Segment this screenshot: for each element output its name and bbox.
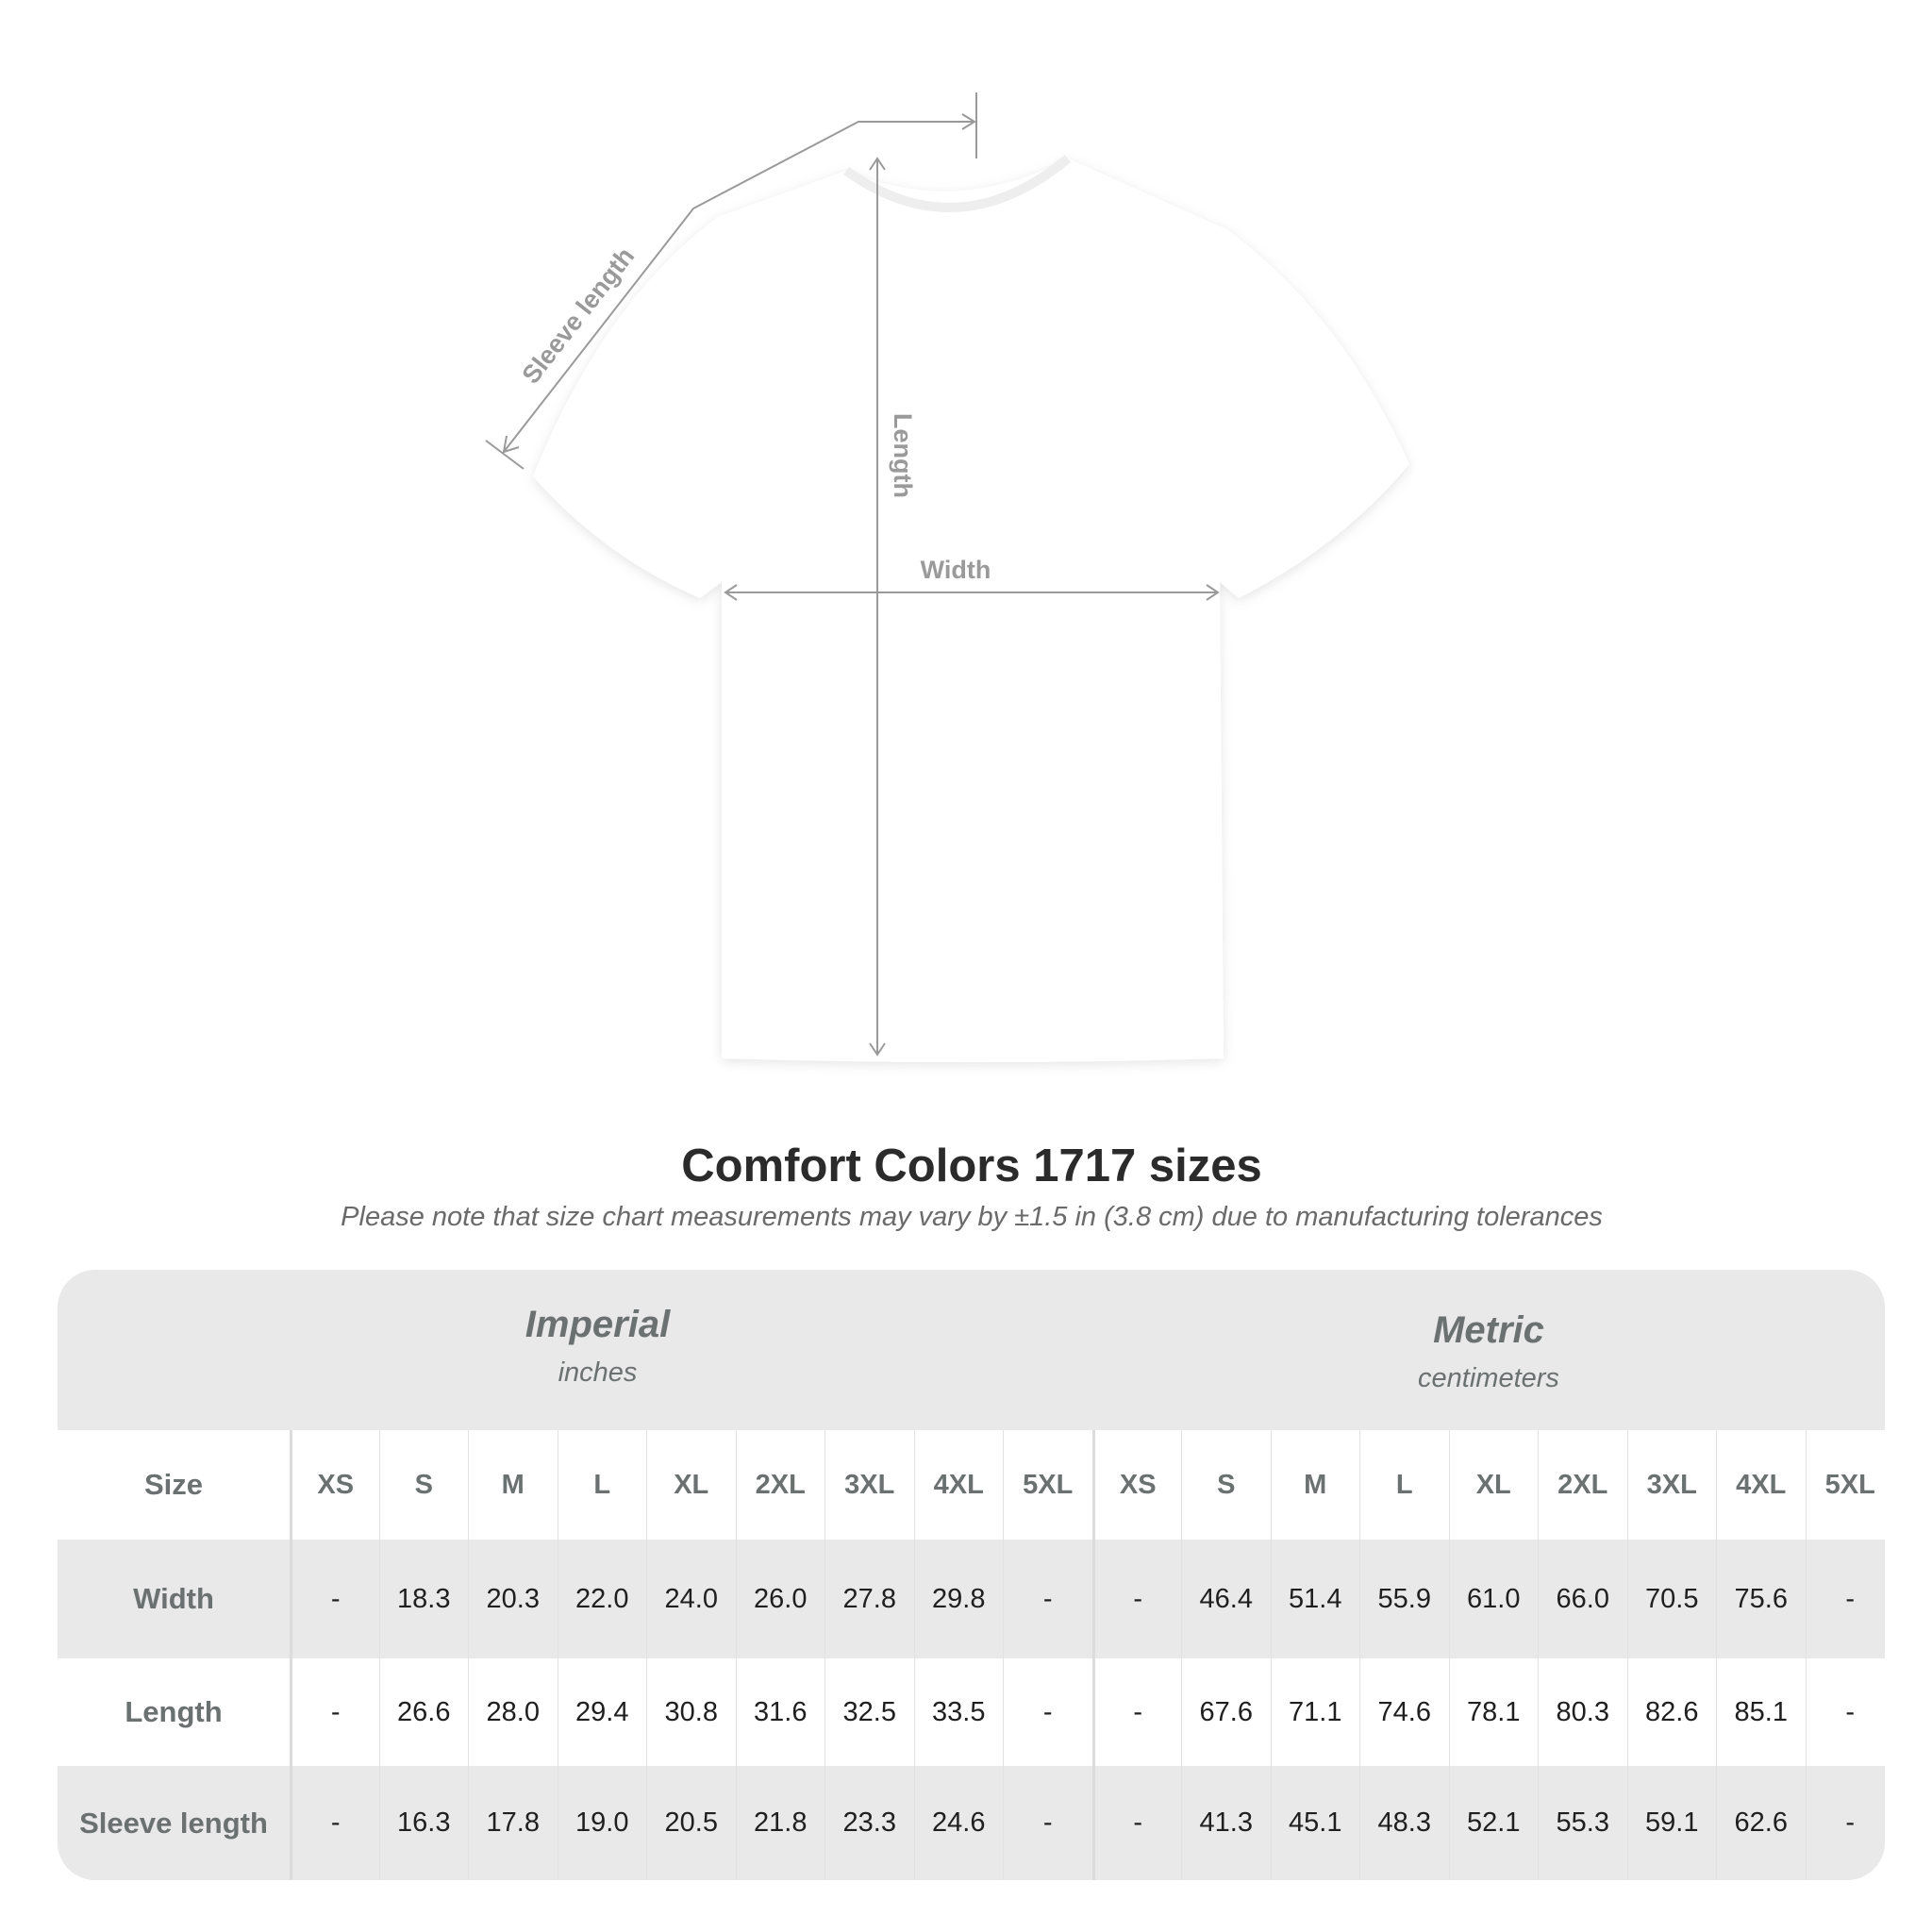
imperial-unit: inches	[558, 1357, 638, 1388]
size-column-header-metric: S	[1181, 1430, 1271, 1540]
row-label: Width	[133, 1582, 214, 1615]
sleeve-length-line	[503, 121, 974, 453]
value-cell-imperial: 28.0	[468, 1658, 558, 1766]
value-cell-metric: -	[1805, 1540, 1886, 1658]
tshirt-shape	[533, 158, 1409, 1062]
value-cell-metric: -	[1091, 1540, 1182, 1658]
metric-title: Metric	[1433, 1309, 1544, 1351]
value-cell-imperial: -	[290, 1766, 379, 1880]
value-cell-imperial: 29.8	[913, 1540, 1004, 1658]
value-cell-metric: 48.3	[1359, 1766, 1449, 1880]
table-row: Width -18.3 20.3 22.0 24.0 26.0 27.8 29.8- -46.4…	[58, 1540, 1885, 1658]
value-cell-imperial: 30.8	[646, 1658, 736, 1766]
table-row: Sleeve length -16.3 17.8 19.0 20.5 21.8 23.3 24…	[58, 1766, 1885, 1880]
collar	[843, 155, 1072, 212]
value-cell-imperial: -	[1003, 1540, 1092, 1658]
row-label: Sleeve length	[79, 1806, 268, 1840]
value-cell-imperial: -	[1003, 1658, 1092, 1766]
value-cell-metric: -	[1091, 1658, 1182, 1766]
value-cell-imperial: 26.6	[378, 1658, 469, 1766]
value-cell-metric: -	[1091, 1766, 1182, 1880]
value-cell-imperial: 26.0	[735, 1540, 825, 1658]
value-cell-imperial: 18.3	[378, 1540, 469, 1658]
size-column-header-imperial: 3XL	[824, 1430, 914, 1540]
value-cell-metric: 75.6	[1716, 1540, 1806, 1658]
value-cell-imperial: -	[1003, 1766, 1092, 1880]
value-cell-metric: 71.1	[1270, 1658, 1360, 1766]
value-cell-metric: 61.0	[1448, 1540, 1539, 1658]
size-table: Imperial inches Metric centimeters Size X…	[58, 1270, 1885, 1880]
value-cell-imperial: 17.8	[468, 1766, 558, 1880]
size-column-header-imperial: XL	[646, 1430, 736, 1540]
value-cell-metric: 82.6	[1626, 1658, 1717, 1766]
value-cell-imperial: 24.0	[646, 1540, 736, 1658]
size-column-header-metric: 3XL	[1626, 1430, 1717, 1540]
size-column-header-metric: M	[1270, 1430, 1360, 1540]
page-title: Comfort Colors 1717 sizes	[681, 1141, 1262, 1191]
value-cell-metric: 41.3	[1181, 1766, 1271, 1880]
value-cell-metric: -	[1805, 1766, 1886, 1880]
value-cell-metric: 80.3	[1538, 1658, 1627, 1766]
tolerance-note: Please note that size chart measurements…	[341, 1202, 1603, 1232]
imperial-group-header: Imperial inches	[58, 1304, 1138, 1389]
value-cell-imperial: 27.8	[824, 1540, 914, 1658]
size-column-header-metric: XL	[1448, 1430, 1539, 1540]
size-column-header-imperial: 4XL	[913, 1430, 1004, 1540]
value-cell-imperial: -	[290, 1658, 379, 1766]
value-cell-imperial: 20.3	[468, 1540, 558, 1658]
size-column-header-imperial: 2XL	[735, 1430, 825, 1540]
value-cell-metric: 55.3	[1538, 1766, 1627, 1880]
value-cell-imperial: 29.4	[557, 1658, 647, 1766]
size-column-header-imperial: S	[378, 1430, 469, 1540]
tshirt-diagram: Sleeve length Length Width	[485, 92, 1409, 1062]
size-column-header-metric: 2XL	[1538, 1430, 1627, 1540]
table-row: Length -26.6 28.0 29.4 30.8 31.6 32.5 33.5- -67.…	[58, 1658, 1885, 1766]
value-cell-metric: 62.6	[1716, 1766, 1806, 1880]
size-header-row: Size XS S M L XL 2XL 3XL 4XL 5XL XS S M L XL 2XL 3XL 4XL 5…	[58, 1430, 1885, 1540]
value-cell-imperial: 16.3	[378, 1766, 469, 1880]
value-cell-metric: 74.6	[1359, 1658, 1449, 1766]
value-cell-metric: 85.1	[1716, 1658, 1806, 1766]
size-column-header-metric: 5XL	[1805, 1430, 1886, 1540]
imperial-title: Imperial	[525, 1304, 671, 1345]
size-label: Size	[143, 1468, 204, 1501]
size-column-header-metric: L	[1359, 1430, 1449, 1540]
measure-lines	[485, 92, 1220, 1057]
value-cell-imperial: 24.6	[913, 1766, 1004, 1880]
row-label: Length	[125, 1695, 223, 1728]
value-cell-metric: 70.5	[1626, 1540, 1717, 1658]
value-cell-imperial: 21.8	[735, 1766, 825, 1880]
size-column-header-imperial: XS	[290, 1430, 379, 1540]
size-column-header-metric: XS	[1091, 1430, 1182, 1540]
value-cell-metric: 51.4	[1270, 1540, 1360, 1658]
value-cell-metric: 59.1	[1626, 1766, 1717, 1880]
length-label: Length	[889, 413, 917, 498]
value-cell-imperial: 33.5	[913, 1658, 1004, 1766]
value-cell-imperial: -	[290, 1540, 379, 1658]
value-cell-metric: 55.9	[1359, 1540, 1449, 1658]
value-cell-imperial: 32.5	[824, 1658, 914, 1766]
size-column-header-imperial: M	[468, 1430, 558, 1540]
value-cell-metric: 45.1	[1270, 1766, 1360, 1880]
size-column-header-metric: 4XL	[1716, 1430, 1806, 1540]
metric-group-header: Metric centimeters	[1088, 1309, 1885, 1394]
value-cell-metric: 52.1	[1448, 1766, 1539, 1880]
value-cell-imperial: 19.0	[557, 1766, 647, 1880]
width-label: Width	[921, 556, 991, 584]
value-cell-metric: 78.1	[1448, 1658, 1539, 1766]
value-cell-imperial: 22.0	[557, 1540, 647, 1658]
value-cell-metric: 66.0	[1538, 1540, 1627, 1658]
size-column-header-imperial: 5XL	[1003, 1430, 1092, 1540]
value-cell-metric: 46.4	[1181, 1540, 1271, 1658]
value-cell-imperial: 20.5	[646, 1766, 736, 1880]
size-column-header-imperial: L	[557, 1430, 647, 1540]
value-cell-metric: -	[1805, 1658, 1886, 1766]
metric-unit: centimeters	[1418, 1363, 1559, 1393]
value-cell-imperial: 23.3	[824, 1766, 914, 1880]
value-cell-metric: 67.6	[1181, 1658, 1271, 1766]
value-cell-imperial: 31.6	[735, 1658, 825, 1766]
